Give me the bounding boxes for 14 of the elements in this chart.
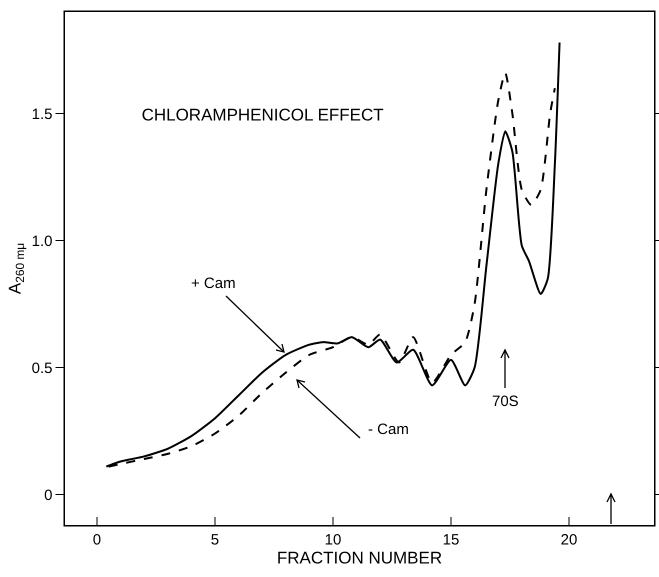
x-tick-label: 5 xyxy=(210,532,220,548)
x-tick-label: 15 xyxy=(442,532,460,548)
x-tick-label: 20 xyxy=(560,532,578,548)
annotation: + Cam xyxy=(191,275,236,292)
y-tick-label: 1.0 xyxy=(32,232,52,250)
annotation: 70S xyxy=(492,393,519,410)
annotation: - Cam xyxy=(368,421,409,438)
y-tick-label: 0 xyxy=(44,486,52,504)
text: CHLORAMPHENICOL EFFECT xyxy=(142,106,384,125)
y-tick-label: 0.5 xyxy=(32,360,52,377)
y-tick-label: 1.5 xyxy=(32,106,52,123)
x-tick-label: 0 xyxy=(92,532,102,548)
x-axis-title: FRACTION NUMBER xyxy=(276,548,442,568)
x-tick-label: 10 xyxy=(324,532,342,548)
